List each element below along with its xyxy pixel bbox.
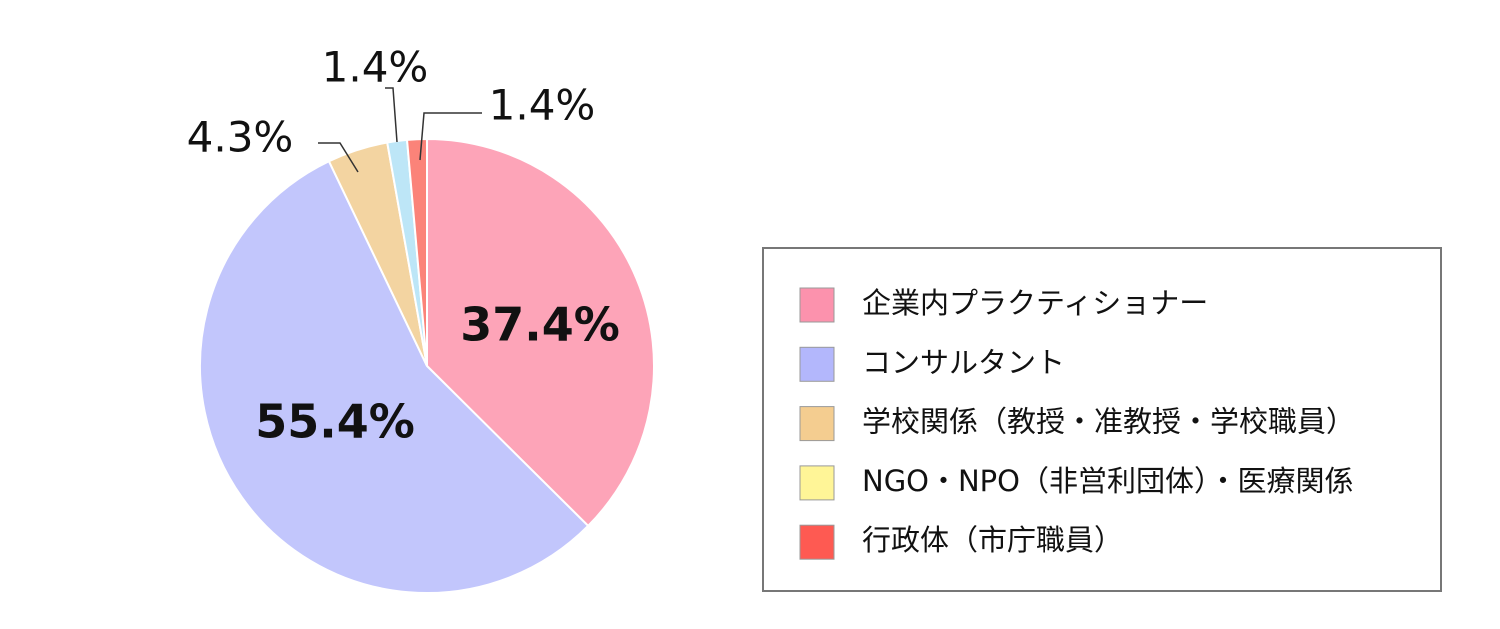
legend-swatch	[799, 346, 835, 382]
legend-label: 学校関係（教授・准教授・学校職員）	[862, 405, 1355, 439]
legend-swatch	[799, 287, 835, 323]
data-label: 1.4%	[489, 81, 596, 130]
legend-label: NGO・NPO（非営利団体）・医療関係	[862, 464, 1354, 498]
data-label: 55.4%	[255, 395, 415, 449]
legend-label: 行政体（市庁職員）	[862, 523, 1123, 557]
legend-swatch	[799, 406, 835, 442]
data-label: 37.4%	[460, 298, 620, 352]
data-label: 4.3%	[187, 113, 294, 162]
leader-line	[419, 112, 482, 161]
legend-box	[762, 247, 1442, 592]
legend-swatch	[799, 524, 835, 560]
pie-slice	[405, 137, 428, 367]
pie-slice	[426, 137, 655, 528]
legend-swatch	[799, 465, 835, 501]
legend-label: 企業内プラクティショナー	[862, 286, 1208, 320]
leader-line	[318, 142, 359, 173]
data-label: 1.4%	[322, 43, 429, 92]
leader-line	[385, 87, 398, 143]
pie-slice	[199, 159, 590, 594]
legend-label: コンサルタント	[862, 345, 1065, 379]
